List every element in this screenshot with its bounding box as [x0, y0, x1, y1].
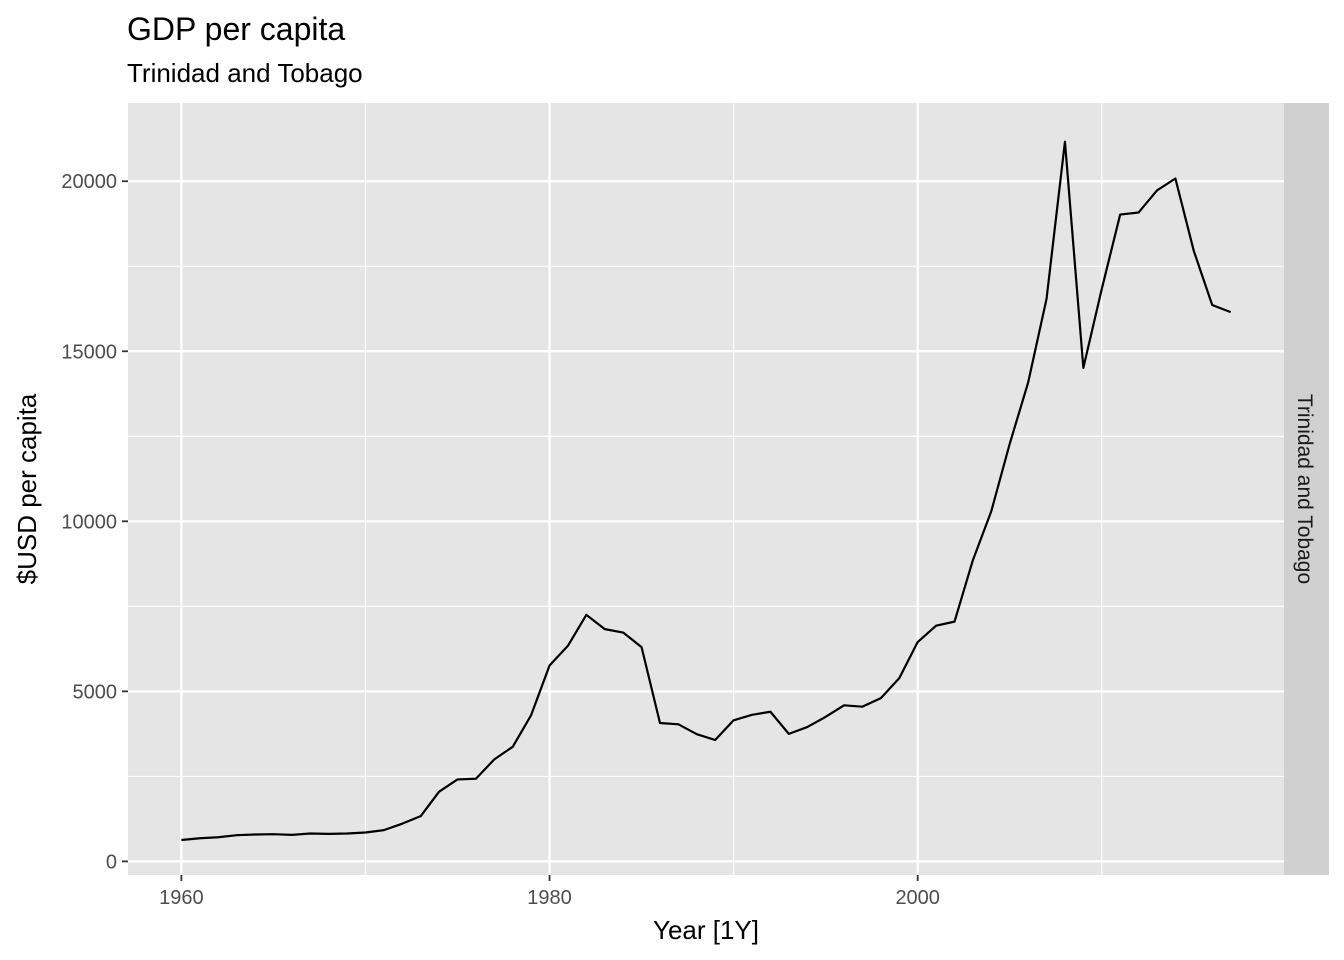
facet-strip: [1284, 103, 1329, 875]
gdp-series-line: [181, 140, 1232, 842]
x-tick-label: 1980: [527, 887, 572, 909]
y-tick-label: 0: [106, 851, 117, 873]
y-tick-label: 10000: [61, 511, 117, 533]
x-tick-label: 2000: [895, 887, 940, 909]
y-tick-label: 15000: [61, 341, 117, 363]
plot-panel: [128, 103, 1284, 875]
y-axis: 0 5000 10000 15000 20000: [61, 171, 128, 873]
x-tick-label: 1960: [159, 887, 204, 909]
y-tick-label: 20000: [61, 171, 117, 193]
x-axis-title: Year [1Y]: [653, 915, 759, 945]
x-axis: 1960 1980 2000: [159, 875, 940, 909]
chart-subtitle: Trinidad and Tobago: [127, 58, 363, 88]
chart-title: GDP per capita: [127, 11, 345, 47]
y-axis-title: $USD per capita: [12, 393, 42, 584]
minor-gridlines: [128, 103, 1284, 875]
facet-strip-label: Trinidad and Tobago: [1293, 394, 1316, 584]
major-gridlines: [128, 103, 1284, 875]
y-tick-label: 5000: [73, 681, 118, 703]
